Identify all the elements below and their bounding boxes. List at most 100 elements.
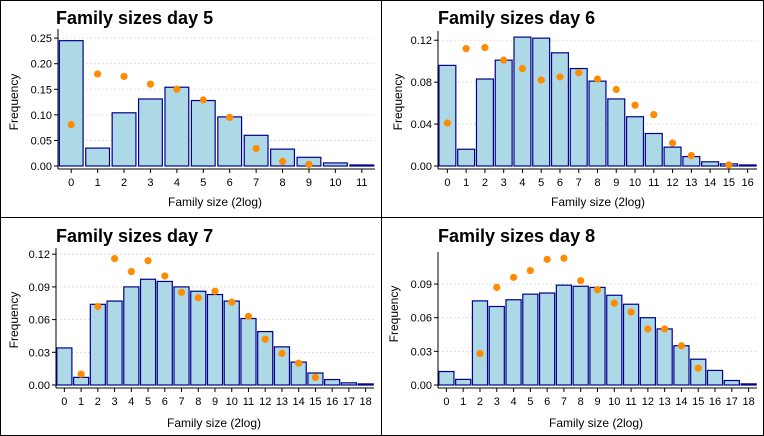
bar bbox=[123, 286, 140, 386]
bar bbox=[723, 379, 740, 386]
bar bbox=[572, 285, 589, 386]
x-axis-title: Family size (2log) bbox=[549, 416, 643, 430]
data-point bbox=[199, 96, 207, 104]
x-tick-label: 4 bbox=[174, 177, 180, 189]
bar bbox=[625, 116, 645, 167]
x-tick-label: 8 bbox=[195, 396, 201, 408]
bar bbox=[622, 303, 640, 386]
x-tick-label: 7 bbox=[178, 396, 184, 408]
panel-title: Family sizes day 7 bbox=[56, 226, 213, 246]
bar bbox=[455, 378, 472, 386]
data-point bbox=[211, 287, 219, 295]
bar bbox=[538, 292, 556, 386]
bar bbox=[513, 36, 532, 167]
y-tick-label: 0.12 bbox=[411, 35, 432, 47]
y-tick-label: 0.03 bbox=[29, 347, 50, 359]
x-tick-label: 11 bbox=[356, 177, 367, 189]
x-tick-label: 3 bbox=[501, 177, 507, 189]
points bbox=[476, 254, 702, 372]
bar bbox=[569, 67, 588, 167]
x-tick-label: 18 bbox=[360, 396, 372, 408]
bar bbox=[550, 52, 570, 167]
x-tick-label: 2 bbox=[95, 396, 101, 408]
bar bbox=[606, 294, 623, 386]
data-point bbox=[278, 349, 286, 357]
y-tick-label: 0.09 bbox=[29, 282, 50, 294]
data-point bbox=[644, 325, 652, 333]
x-tick-label: 16 bbox=[709, 396, 721, 408]
bar bbox=[58, 40, 84, 167]
panel-day-5: Family sizes day 5 Family size (2log) Fr… bbox=[0, 0, 382, 218]
bar bbox=[690, 358, 707, 386]
bar bbox=[644, 132, 663, 167]
x-tick-label: 7 bbox=[576, 177, 582, 189]
data-point bbox=[577, 277, 585, 285]
x-tick-label: 0 bbox=[61, 396, 67, 408]
x-tick-label: 1 bbox=[95, 177, 101, 189]
bar bbox=[475, 78, 494, 167]
bar bbox=[656, 328, 673, 386]
data-point bbox=[694, 364, 702, 372]
bar bbox=[190, 290, 207, 386]
bar bbox=[273, 346, 291, 386]
x-tick-label: 13 bbox=[685, 177, 697, 189]
data-point bbox=[650, 111, 658, 119]
y-axis-title: Frequency bbox=[387, 286, 401, 343]
data-point bbox=[173, 85, 181, 93]
points bbox=[443, 43, 733, 169]
axes: 0.000.040.080.120 1 2 3 4 5 6 7 8 9 10 11 12 13 14 15 16 bbox=[411, 31, 757, 189]
data-point bbox=[687, 151, 695, 160]
bar bbox=[217, 116, 243, 167]
x-tick-label: 10 bbox=[226, 396, 238, 408]
y-tick-label: 0.20 bbox=[31, 59, 52, 71]
bar bbox=[223, 300, 240, 386]
data-point bbox=[668, 139, 677, 147]
x-tick-label: 16 bbox=[741, 177, 753, 189]
y-tick-label: 0.03 bbox=[411, 346, 432, 358]
x-tick-label: 16 bbox=[326, 396, 338, 408]
data-point bbox=[509, 273, 518, 281]
x-tick-label: 8 bbox=[279, 177, 285, 189]
y-tick-label: 0.00 bbox=[411, 380, 432, 392]
y-tick-label: 0.08 bbox=[411, 77, 432, 89]
data-point bbox=[305, 160, 313, 169]
x-tick-label: 8 bbox=[578, 396, 584, 408]
x-tick-label: 2 bbox=[477, 396, 483, 408]
data-point bbox=[228, 298, 236, 306]
x-tick-label: 5 bbox=[527, 396, 533, 408]
x-tick-label: 0 bbox=[443, 396, 449, 408]
y-tick-label: 0.05 bbox=[31, 135, 52, 147]
data-point bbox=[677, 342, 686, 350]
data-point bbox=[537, 76, 545, 84]
bar bbox=[85, 147, 111, 167]
data-point bbox=[610, 299, 618, 307]
panel-title: Family sizes day 6 bbox=[438, 8, 595, 28]
data-point bbox=[481, 43, 489, 52]
data-point bbox=[725, 161, 733, 169]
y-tick-label: 0.12 bbox=[29, 249, 50, 261]
x-tick-label: 10 bbox=[608, 396, 620, 408]
x-axis-title: Family size (2log) bbox=[551, 195, 645, 209]
x-tick-label: 10 bbox=[629, 177, 641, 189]
x-tick-label: 17 bbox=[343, 396, 355, 408]
y-tick-label: 0.06 bbox=[29, 315, 50, 327]
bar bbox=[588, 80, 607, 167]
bar bbox=[639, 317, 657, 386]
axes: 0.00 0.05 0.10 0.15 0.20 0.25 0 1 2 3 4 5 6 7 8 9 10 11 bbox=[31, 29, 375, 189]
bar bbox=[72, 376, 90, 386]
data-point bbox=[443, 119, 451, 127]
x-tick-label: 5 bbox=[145, 396, 151, 408]
x-tick-label: 4 bbox=[510, 396, 516, 408]
y-axis-title: Frequency bbox=[391, 74, 405, 131]
x-tick-label: 6 bbox=[557, 177, 563, 189]
bar bbox=[139, 278, 157, 386]
data-point bbox=[278, 157, 287, 165]
y-tick-label: 0.15 bbox=[31, 84, 52, 96]
bar bbox=[701, 161, 720, 167]
x-tick-label: 12 bbox=[259, 396, 271, 408]
data-point bbox=[661, 325, 669, 333]
bar bbox=[206, 293, 224, 386]
x-tick-label: 6 bbox=[544, 396, 550, 408]
x-tick-label: 10 bbox=[329, 177, 341, 189]
x-tick-label: 11 bbox=[243, 396, 254, 408]
